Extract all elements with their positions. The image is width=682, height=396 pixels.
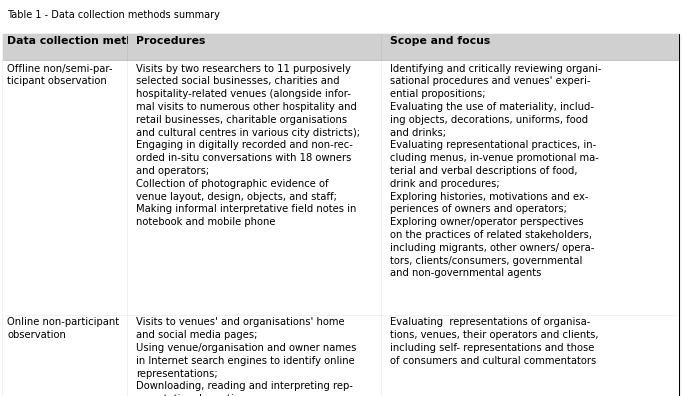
Text: Data collection method: Data collection method bbox=[7, 36, 149, 46]
Text: Procedures: Procedures bbox=[136, 36, 205, 46]
Text: Table 1 - Data collection methods summary: Table 1 - Data collection methods summar… bbox=[7, 10, 220, 20]
Text: Online non-participant
observation: Online non-participant observation bbox=[7, 317, 119, 340]
Text: Evaluating  representations of organisa-
tions, venues, their operators and clie: Evaluating representations of organisa- … bbox=[390, 317, 599, 366]
Text: Visits by two researchers to 11 purposively
selected social businesses, charitie: Visits by two researchers to 11 purposiv… bbox=[136, 64, 360, 227]
Text: Identifying and critically reviewing organi-
sational procedures and venues' exp: Identifying and critically reviewing org… bbox=[390, 64, 602, 278]
Text: Visits to venues' and organisations' home
and social media pages;
Using venue/or: Visits to venues' and organisations' hom… bbox=[136, 317, 356, 396]
Text: Offline non/semi-par-
ticipant observation: Offline non/semi-par- ticipant observati… bbox=[7, 64, 113, 86]
Text: Scope and focus: Scope and focus bbox=[390, 36, 490, 46]
